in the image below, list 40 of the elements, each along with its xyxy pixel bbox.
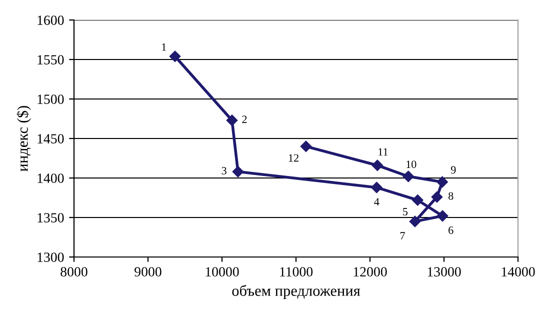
y-tick-label: 1400 xyxy=(38,174,64,183)
x-tick-label: 14000 xyxy=(502,267,535,276)
x-tick-label: 13000 xyxy=(428,267,461,276)
annotation: 1 xyxy=(162,43,166,51)
x-tick-label: 10000 xyxy=(206,267,239,276)
point xyxy=(300,140,312,152)
annotation: 7 xyxy=(400,232,405,240)
x-tick-label: 12000 xyxy=(354,267,387,276)
y-axis-title: индекс ($) xyxy=(16,106,31,172)
point xyxy=(436,210,448,222)
point xyxy=(169,50,181,62)
point xyxy=(436,176,448,188)
annotation: 12 xyxy=(288,154,298,162)
annotation: 9 xyxy=(450,166,456,174)
x-tick-label: 11000 xyxy=(280,267,313,276)
y-tick-label: 1450 xyxy=(38,134,64,144)
point xyxy=(409,216,421,228)
annotation: 2 xyxy=(242,116,247,123)
point xyxy=(431,191,443,203)
y-tick-label: 1300 xyxy=(38,252,64,262)
annotation: 4 xyxy=(374,198,380,206)
annotation: 5 xyxy=(403,208,408,216)
x-axis-title: объем предложения xyxy=(232,284,360,300)
x-tick-label: 9000 xyxy=(134,267,162,276)
y-tick-label: 1600 xyxy=(38,16,64,25)
x-tick-label: 8000 xyxy=(60,267,88,276)
annotation: 6 xyxy=(448,226,454,234)
y-tick-label: 1500 xyxy=(38,94,64,104)
point xyxy=(372,160,384,171)
annotation: 3 xyxy=(222,166,226,174)
point xyxy=(402,170,414,182)
annotation: 10 xyxy=(406,160,416,168)
annotation: 11 xyxy=(378,148,388,156)
point xyxy=(232,166,244,178)
y-tick-label: 1350 xyxy=(38,213,64,222)
point xyxy=(371,182,382,194)
annotation: 8 xyxy=(448,192,454,200)
point xyxy=(226,114,238,126)
y-tick-label: 1550 xyxy=(38,55,64,64)
point xyxy=(412,194,424,206)
